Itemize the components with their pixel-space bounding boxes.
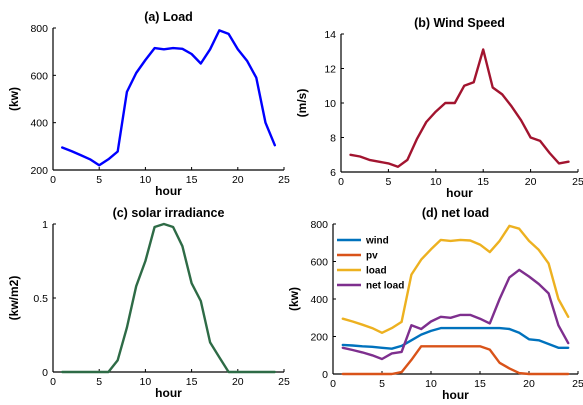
y-tick-label: 6 (330, 167, 336, 179)
legend: wind pv load net load (337, 236, 404, 292)
y-tick-label: 12 (324, 64, 336, 76)
series-line (61, 29, 276, 167)
x-axis-label: hour (442, 388, 469, 402)
y-axis-label: (kw) (287, 287, 301, 311)
y-tick-label: 0 (322, 369, 328, 381)
chart-title: (b) Wind Speed (414, 16, 505, 30)
x-tick-label: 20 (525, 176, 537, 188)
x-tick-label: 25 (572, 378, 583, 390)
y-axis-label: (kw) (7, 87, 21, 111)
x-tick-label: 5 (385, 176, 391, 188)
chart-title: (c) solar irradiance (113, 206, 225, 220)
y-tick-label: 0 (42, 367, 48, 379)
y-axis-label: (kw/m2) (7, 276, 21, 321)
series-line-pv (341, 345, 570, 376)
y-tick-label: 800 (30, 23, 48, 35)
x-tick-label: 15 (186, 174, 198, 186)
y-tick-label: 1 (42, 219, 48, 231)
y-tick-label: 800 (310, 219, 328, 231)
y-tick-label: 600 (310, 257, 328, 269)
x-tick-label: 25 (572, 176, 583, 188)
chart-title: (d) net load (422, 206, 489, 220)
x-tick-label: 20 (232, 174, 244, 186)
y-tick-label: 200 (30, 165, 48, 177)
y-tick-label: 400 (310, 294, 328, 306)
y-tick-label: 10 (324, 98, 336, 110)
legend-label: pv (366, 251, 378, 262)
x-tick-label: 15 (474, 378, 486, 390)
x-tick-label: 0 (330, 378, 336, 390)
y-tick-label: 600 (30, 70, 48, 82)
series-line (349, 48, 570, 169)
x-tick-label: 5 (379, 378, 385, 390)
x-tick-label: 0 (338, 176, 344, 188)
y-axis-label: (m/s) (295, 89, 309, 118)
x-tick-label: 10 (430, 176, 442, 188)
y-tick-label: 8 (330, 133, 336, 145)
chart-title: (a) Load (144, 10, 193, 24)
series-line (61, 222, 276, 374)
chart-panel-3: 0 5 10 15 20 25 0 0.5 1 (c) solar irradiance hour (… (7, 206, 290, 400)
x-tick-label: 25 (278, 174, 290, 186)
x-tick-label: 25 (278, 376, 290, 388)
x-tick-label: 15 (186, 376, 198, 388)
series-line-load (341, 224, 570, 334)
legend-label: load (366, 266, 387, 277)
legend-label: wind (365, 236, 389, 247)
x-axis-label: hour (446, 186, 473, 200)
y-tick-label: 200 (310, 332, 328, 344)
legend-label: net load (366, 281, 404, 292)
y-tick-label: 0.5 (33, 293, 48, 305)
y-tick-label: 14 (324, 29, 336, 41)
x-tick-label: 15 (477, 176, 489, 188)
x-axis-label: hour (155, 184, 182, 198)
series-line-net-load (341, 268, 570, 361)
x-tick-label: 5 (96, 376, 102, 388)
x-axis-label: hour (155, 386, 182, 400)
x-tick-label: 20 (232, 376, 244, 388)
x-tick-label: 0 (50, 174, 56, 186)
x-tick-label: 5 (96, 174, 102, 186)
x-tick-label: 0 (50, 376, 56, 388)
chart-panel-4: 0 5 10 15 20 25 0 200 400 600 800 (d) net load hour (… (287, 206, 583, 402)
series-line-wind (341, 326, 570, 350)
x-tick-label: 20 (523, 378, 535, 390)
x-tick-label: 10 (425, 378, 437, 390)
chart-panel-1: 0 5 10 15 20 25 200 400 600 800 (a) Load hour (kw) (7, 10, 290, 198)
y-tick-label: 400 (30, 118, 48, 130)
x-tick-label: 10 (140, 174, 152, 186)
x-tick-label: 10 (140, 376, 152, 388)
chart-panel-2: 0 5 10 15 20 25 6 8 10 12 14 (b) Wind Speed hour (m/s… (295, 16, 583, 200)
